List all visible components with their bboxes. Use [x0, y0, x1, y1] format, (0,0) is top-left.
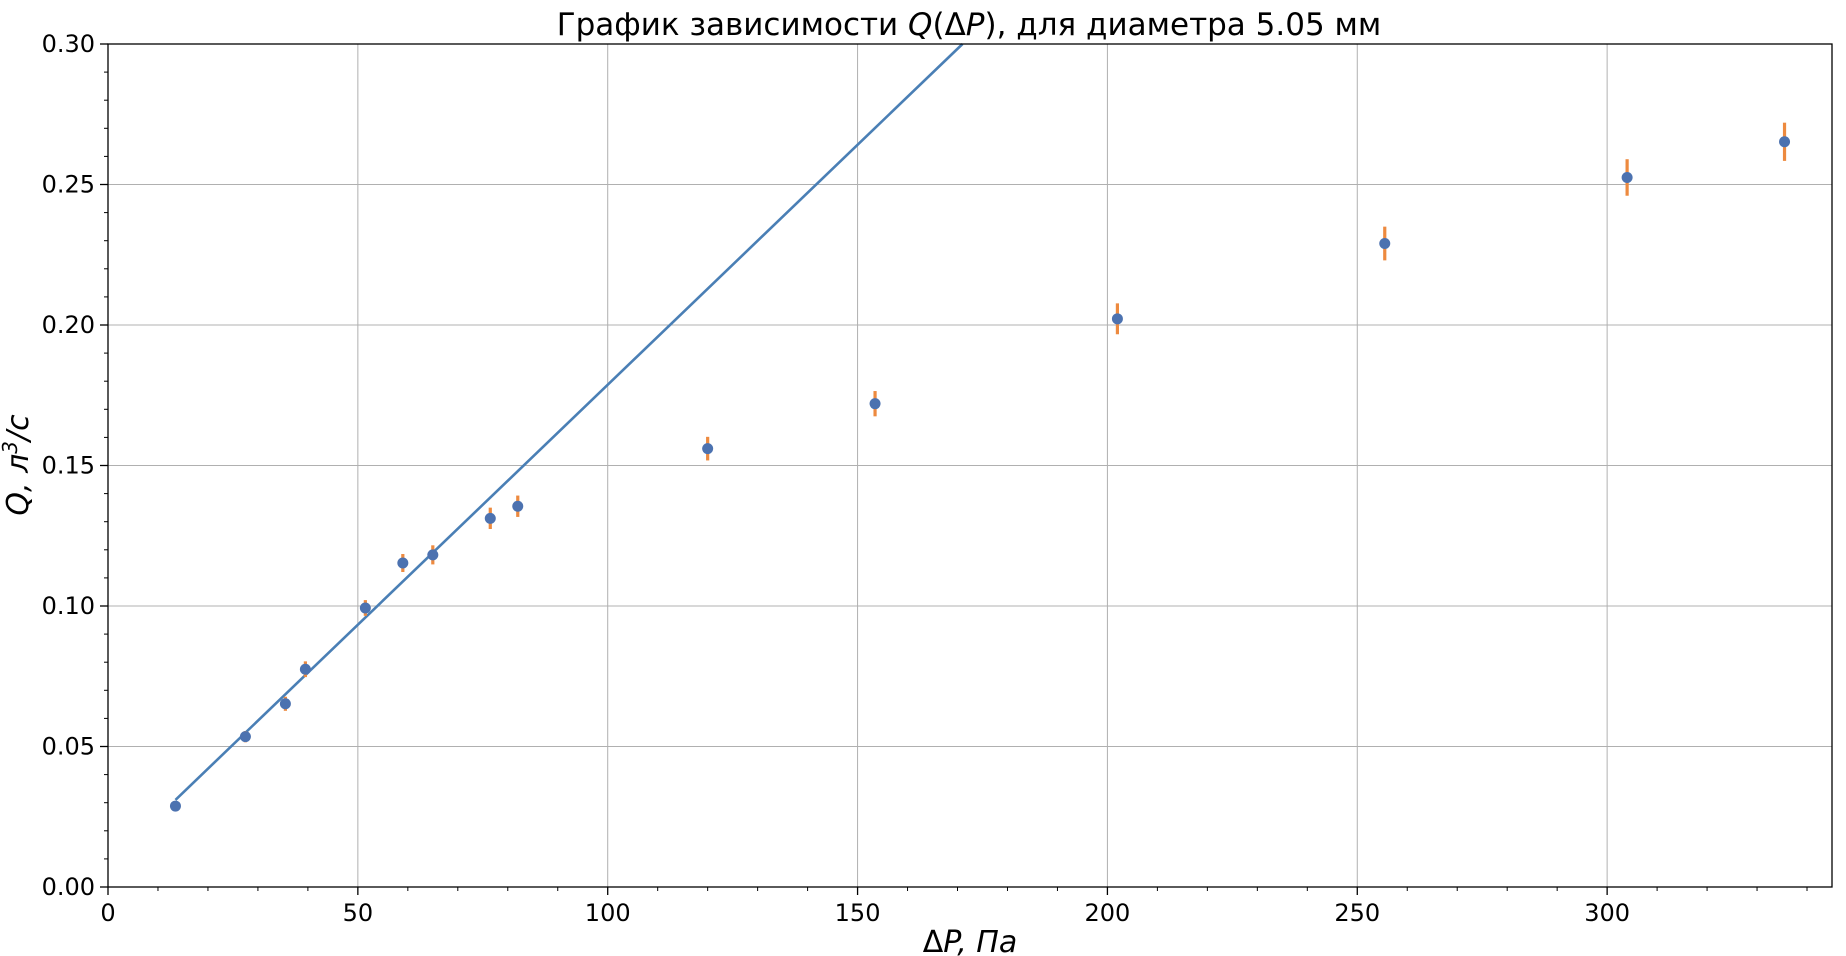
y-tick-label: 0.00 [42, 873, 95, 901]
x-tick-label: 50 [343, 899, 374, 927]
y-tick-label: 0.20 [42, 311, 95, 339]
data-point [1111, 313, 1123, 325]
x-tick-label: 300 [1584, 899, 1630, 927]
chart-title: График зависимости Q(ΔP), для диаметра 5… [557, 7, 1382, 43]
data-point [279, 698, 291, 710]
x-tick-label: 0 [100, 899, 115, 927]
x-axis-label: ΔP, Па [923, 925, 1018, 956]
data-point [397, 557, 409, 569]
y-tick-label: 0.30 [42, 30, 95, 58]
ticks: 0 50 100 150 200 250 300 0.00 0.05 0.10 0.15 0.20 0.… [42, 30, 1808, 927]
data-point [1779, 136, 1791, 148]
fit-line [174, 43, 964, 801]
data-point [299, 663, 311, 675]
y-tick-label: 0.25 [42, 171, 95, 199]
y-tick-label: 0.15 [42, 452, 95, 480]
fit-line-segment [174, 43, 964, 801]
data-point [1379, 238, 1391, 250]
y-tick-label: 0.05 [42, 733, 95, 761]
y-tick-label: 0.10 [42, 592, 95, 620]
data-point [239, 731, 251, 743]
y-axis-label: Q, л3/с [0, 414, 36, 516]
data-point [484, 512, 496, 524]
data-point [1621, 171, 1633, 183]
grid [108, 44, 1832, 887]
x-tick-label: 100 [585, 899, 631, 927]
data-point [512, 500, 524, 512]
data-point [869, 398, 881, 410]
data-point [427, 549, 439, 561]
data-points [169, 122, 1791, 812]
x-tick-label: 150 [835, 899, 881, 927]
x-tick-label: 200 [1085, 899, 1131, 927]
data-point [359, 602, 371, 614]
data-point [702, 443, 714, 455]
x-tick-label: 250 [1334, 899, 1380, 927]
data-point [169, 800, 181, 812]
